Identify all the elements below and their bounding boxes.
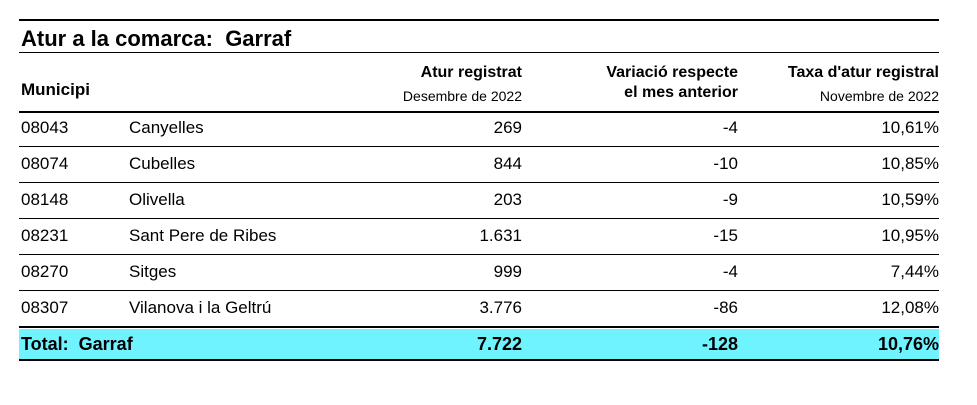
cell: 203 bbox=[493, 190, 522, 209]
header-cell: Taxa d'atur registral bbox=[787, 64, 939, 81]
rule bbox=[19, 182, 939, 183]
cell: 844 bbox=[493, 154, 522, 173]
cell: 10,59% bbox=[881, 190, 939, 209]
cell: 3.776 bbox=[479, 298, 522, 317]
cell: -4 bbox=[722, 262, 738, 281]
cell: Canyelles bbox=[129, 118, 204, 137]
cell: -15 bbox=[713, 226, 738, 245]
rule bbox=[19, 290, 939, 291]
cell: Cubelles bbox=[129, 154, 196, 173]
cell: 12,08% bbox=[881, 298, 939, 317]
cell: 7,44% bbox=[890, 262, 939, 281]
cell: -4 bbox=[722, 118, 738, 137]
total-cell: Total: Garraf bbox=[21, 334, 133, 354]
cell: 1.631 bbox=[479, 226, 522, 245]
cell: 08074 bbox=[21, 154, 69, 173]
rule bbox=[19, 359, 939, 361]
cell: 269 bbox=[493, 118, 522, 137]
cell: 08307 bbox=[21, 298, 69, 317]
cell: 999 bbox=[493, 262, 522, 281]
header-subtitle: Novembre de 2022 bbox=[819, 88, 939, 104]
rule bbox=[19, 254, 939, 255]
total-cell: 7.722 bbox=[476, 334, 522, 354]
rule bbox=[19, 52, 939, 53]
header-cell: Municipi bbox=[21, 80, 90, 99]
cell: 08270 bbox=[21, 262, 69, 281]
rule bbox=[19, 218, 939, 219]
rule bbox=[19, 326, 939, 328]
cell: 10,61% bbox=[881, 118, 939, 137]
cell: -9 bbox=[722, 190, 738, 209]
cell: -10 bbox=[713, 154, 738, 173]
rule bbox=[19, 19, 939, 21]
header-subtitle: Desembre de 2022 bbox=[402, 88, 522, 104]
header-cell: Variació respecte bbox=[606, 64, 738, 81]
total-cell: 10,76% bbox=[877, 334, 939, 354]
cell: Vilanova i la Geltrú bbox=[129, 298, 272, 317]
total-cell: -128 bbox=[701, 334, 738, 354]
header-cell: el mes anterior bbox=[624, 84, 738, 101]
cell: 08148 bbox=[21, 190, 69, 209]
rule bbox=[19, 111, 939, 113]
cell: Olivella bbox=[129, 190, 185, 209]
cell: 10,95% bbox=[881, 226, 939, 245]
rule bbox=[19, 146, 939, 147]
header-cell: Atur registrat bbox=[420, 64, 522, 81]
cell: Sitges bbox=[129, 262, 177, 281]
cell: 08043 bbox=[21, 118, 69, 137]
cell: -86 bbox=[713, 298, 738, 317]
title: Atur a la comarca: Garraf bbox=[21, 26, 292, 51]
cell: 10,85% bbox=[881, 154, 939, 173]
cell: 08231 bbox=[21, 226, 69, 245]
total-background bbox=[19, 329, 939, 359]
cell: Sant Pere de Ribes bbox=[129, 226, 277, 245]
